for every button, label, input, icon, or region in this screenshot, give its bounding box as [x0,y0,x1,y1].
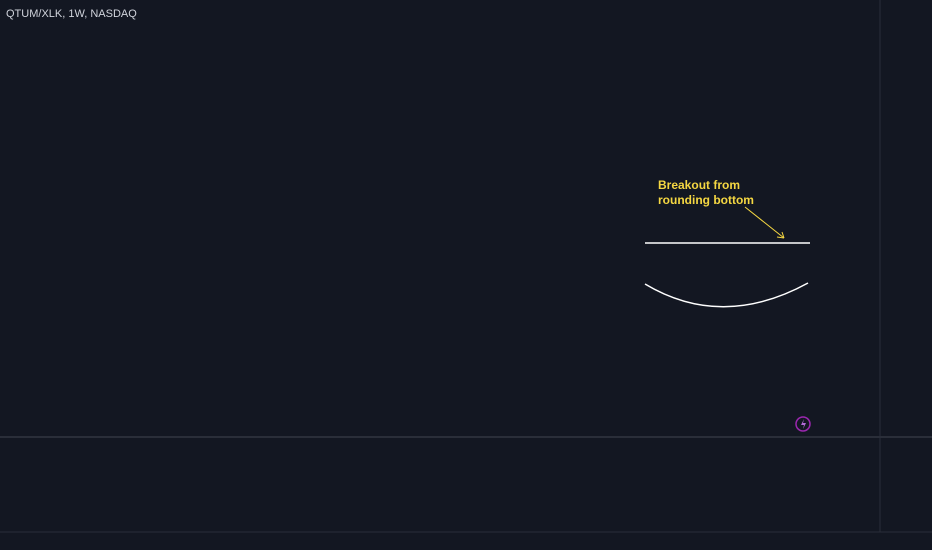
chart-title: QTUM/XLK, 1W, NASDAQ [6,8,137,20]
alert-bolt [801,419,806,429]
rounding-arc [644,282,809,308]
annotation-text: Breakout from [658,178,740,192]
rsi-pane [0,440,880,532]
annotation-arrow [744,206,785,239]
annotations: Breakout from rounding bottom [644,178,811,432]
arrow-head [776,231,785,239]
annotation-text: rounding bottom [658,193,754,207]
